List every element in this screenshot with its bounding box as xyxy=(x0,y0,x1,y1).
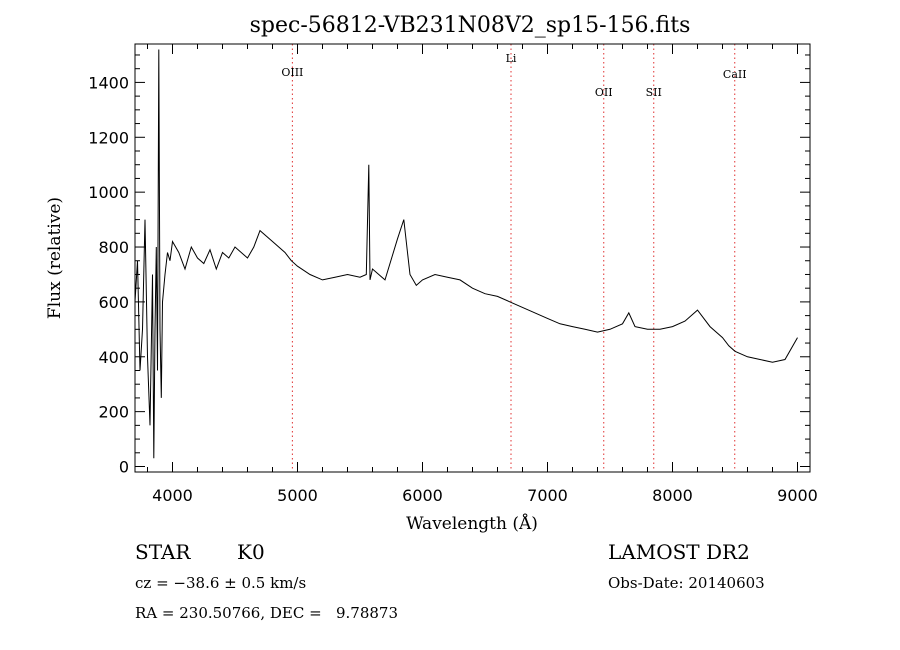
x-tick-label: 4000 xyxy=(152,486,193,505)
x-tick-label: 8000 xyxy=(652,486,693,505)
x-tick-label: 6000 xyxy=(402,486,443,505)
y-tick-label: 0 xyxy=(119,458,129,477)
line-marker-label: CaII xyxy=(723,68,747,81)
x-axis-label: Wavelength (Å) xyxy=(406,513,538,534)
y-tick-label: 200 xyxy=(98,403,129,422)
redshift-text: cz = −38.6 ± 0.5 km/s xyxy=(135,574,307,592)
obs-date-text: Obs-Date: 20140603 xyxy=(608,574,765,592)
line-marker-label: SII xyxy=(646,86,662,99)
plot-frame xyxy=(134,43,811,473)
y-tick-label: 1000 xyxy=(88,183,129,202)
y-tick-label: 800 xyxy=(98,238,129,257)
y-tick-label: 1400 xyxy=(88,73,129,92)
y-tick-label: 1200 xyxy=(88,128,129,147)
coordinates-text: RA = 230.50766, DEC = 9.78873 xyxy=(135,604,399,622)
chart-title: spec-56812-VB231N08V2_sp15-156.fits xyxy=(250,13,691,38)
x-tick-label: 5000 xyxy=(277,486,318,505)
x-tick-label: 9000 xyxy=(777,486,818,505)
y-tick-label: 400 xyxy=(98,348,129,367)
y-axis-label: Flux (relative) xyxy=(45,197,65,319)
object-class: STAR xyxy=(135,540,191,564)
survey-name: LAMOST DR2 xyxy=(608,540,750,564)
line-marker-label: OII xyxy=(595,86,613,99)
spectrum-line xyxy=(134,49,798,459)
object-subclass: K0 xyxy=(237,540,265,564)
y-tick-label: 600 xyxy=(98,293,129,312)
line-marker-label: Li xyxy=(506,52,517,65)
line-marker-label: OIII xyxy=(281,66,303,79)
x-tick-label: 7000 xyxy=(527,486,568,505)
